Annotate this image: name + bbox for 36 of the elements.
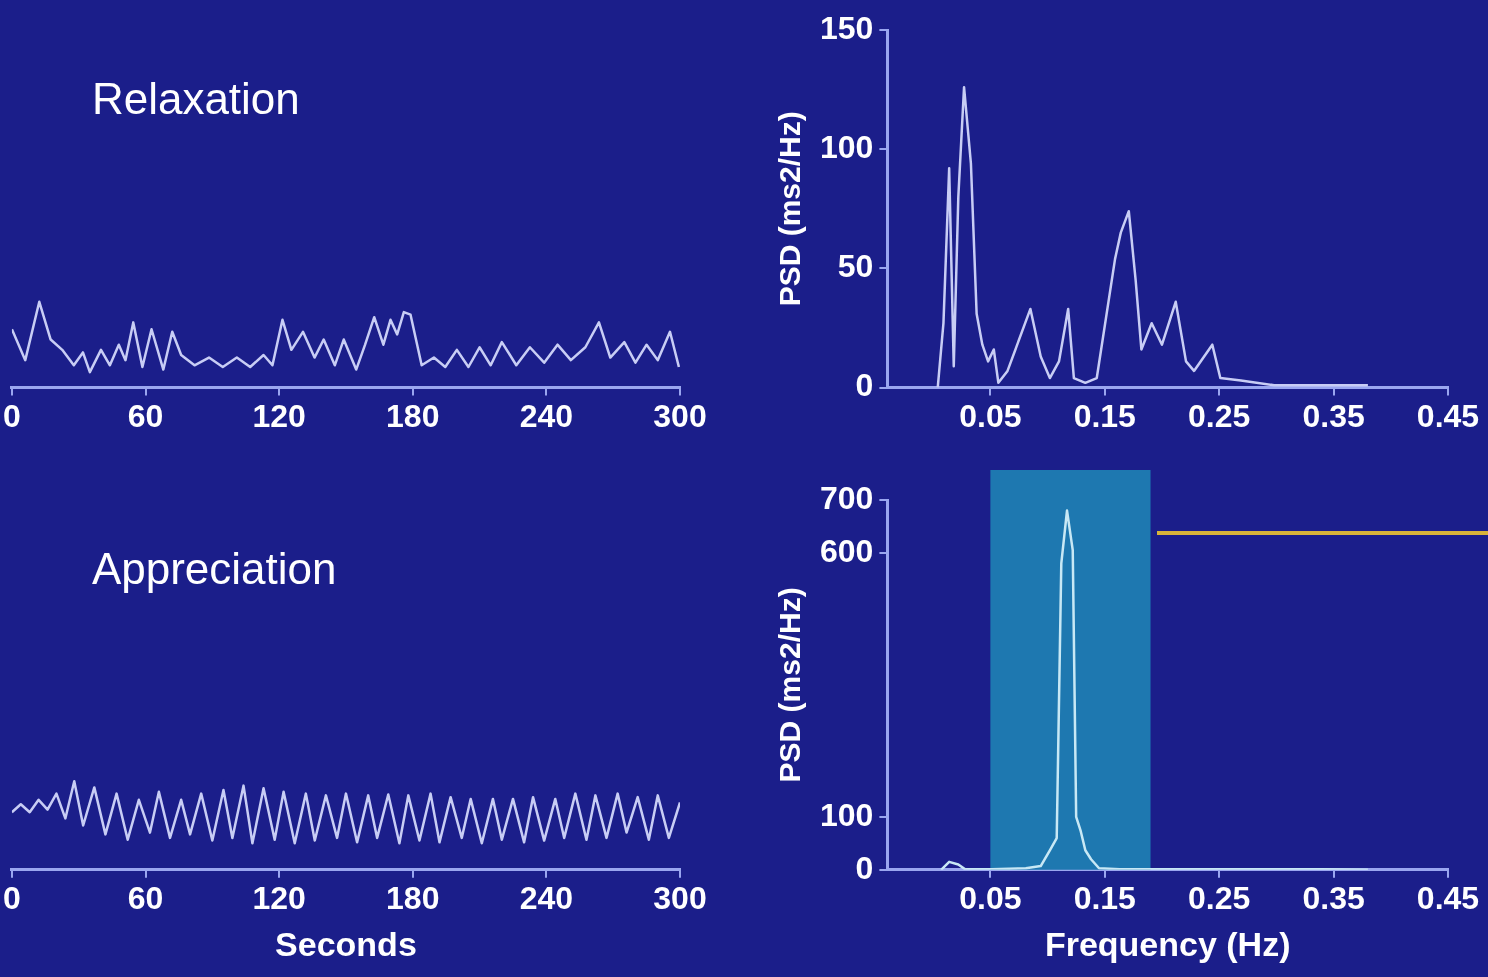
x-tick-label: 0.15 bbox=[1073, 397, 1136, 434]
x-tick-label: 300 bbox=[653, 879, 707, 916]
x-tick-label: 0.35 bbox=[1302, 397, 1365, 434]
x-tick-label: 240 bbox=[519, 879, 574, 916]
y-tick-label: 150 bbox=[820, 9, 874, 46]
x-tick-label: 120 bbox=[252, 397, 306, 434]
x-axis-title: Seconds bbox=[275, 924, 417, 963]
x-tick-label: 60 bbox=[127, 879, 164, 916]
y-tick-label: 600 bbox=[820, 532, 874, 569]
y-axis-title: PSD (ms2/Hz) bbox=[773, 111, 807, 307]
x-tick-label: 0.25 bbox=[1188, 397, 1251, 434]
y-tick-label: 50 bbox=[837, 248, 874, 285]
x-tick-label: 300 bbox=[653, 397, 707, 434]
x-tick-label: 0 bbox=[3, 879, 21, 916]
y-tick-label: 700 bbox=[820, 479, 874, 516]
y-tick-label: 0 bbox=[855, 367, 874, 404]
x-tick-label: 0.05 bbox=[959, 397, 1022, 434]
y-axis-title: PSD (ms2/Hz) bbox=[773, 587, 807, 783]
x-tick-label: 0 bbox=[3, 397, 21, 434]
x-tick-label: 180 bbox=[386, 397, 440, 434]
x-axis-title: Frequency (Hz) bbox=[1044, 924, 1291, 963]
x-tick-label: 0.45 bbox=[1416, 397, 1480, 434]
x-tick-label: 180 bbox=[386, 879, 440, 916]
y-tick-label: 100 bbox=[820, 796, 874, 833]
x-tick-label: 0.15 bbox=[1073, 879, 1136, 916]
y-tick-label: 100 bbox=[820, 129, 874, 166]
chart-title: Relaxation bbox=[91, 74, 300, 124]
x-tick-label: 120 bbox=[252, 879, 306, 916]
x-tick-label: 0.05 bbox=[959, 879, 1022, 916]
x-tick-label: 60 bbox=[127, 397, 164, 434]
x-tick-label: 0.35 bbox=[1302, 879, 1365, 916]
x-tick-label: 0.45 bbox=[1416, 879, 1480, 916]
x-tick-label: 0.25 bbox=[1188, 879, 1251, 916]
y-tick-label: 0 bbox=[855, 849, 874, 886]
x-tick-label: 240 bbox=[519, 397, 574, 434]
chart-title: Appreciation bbox=[91, 544, 337, 594]
